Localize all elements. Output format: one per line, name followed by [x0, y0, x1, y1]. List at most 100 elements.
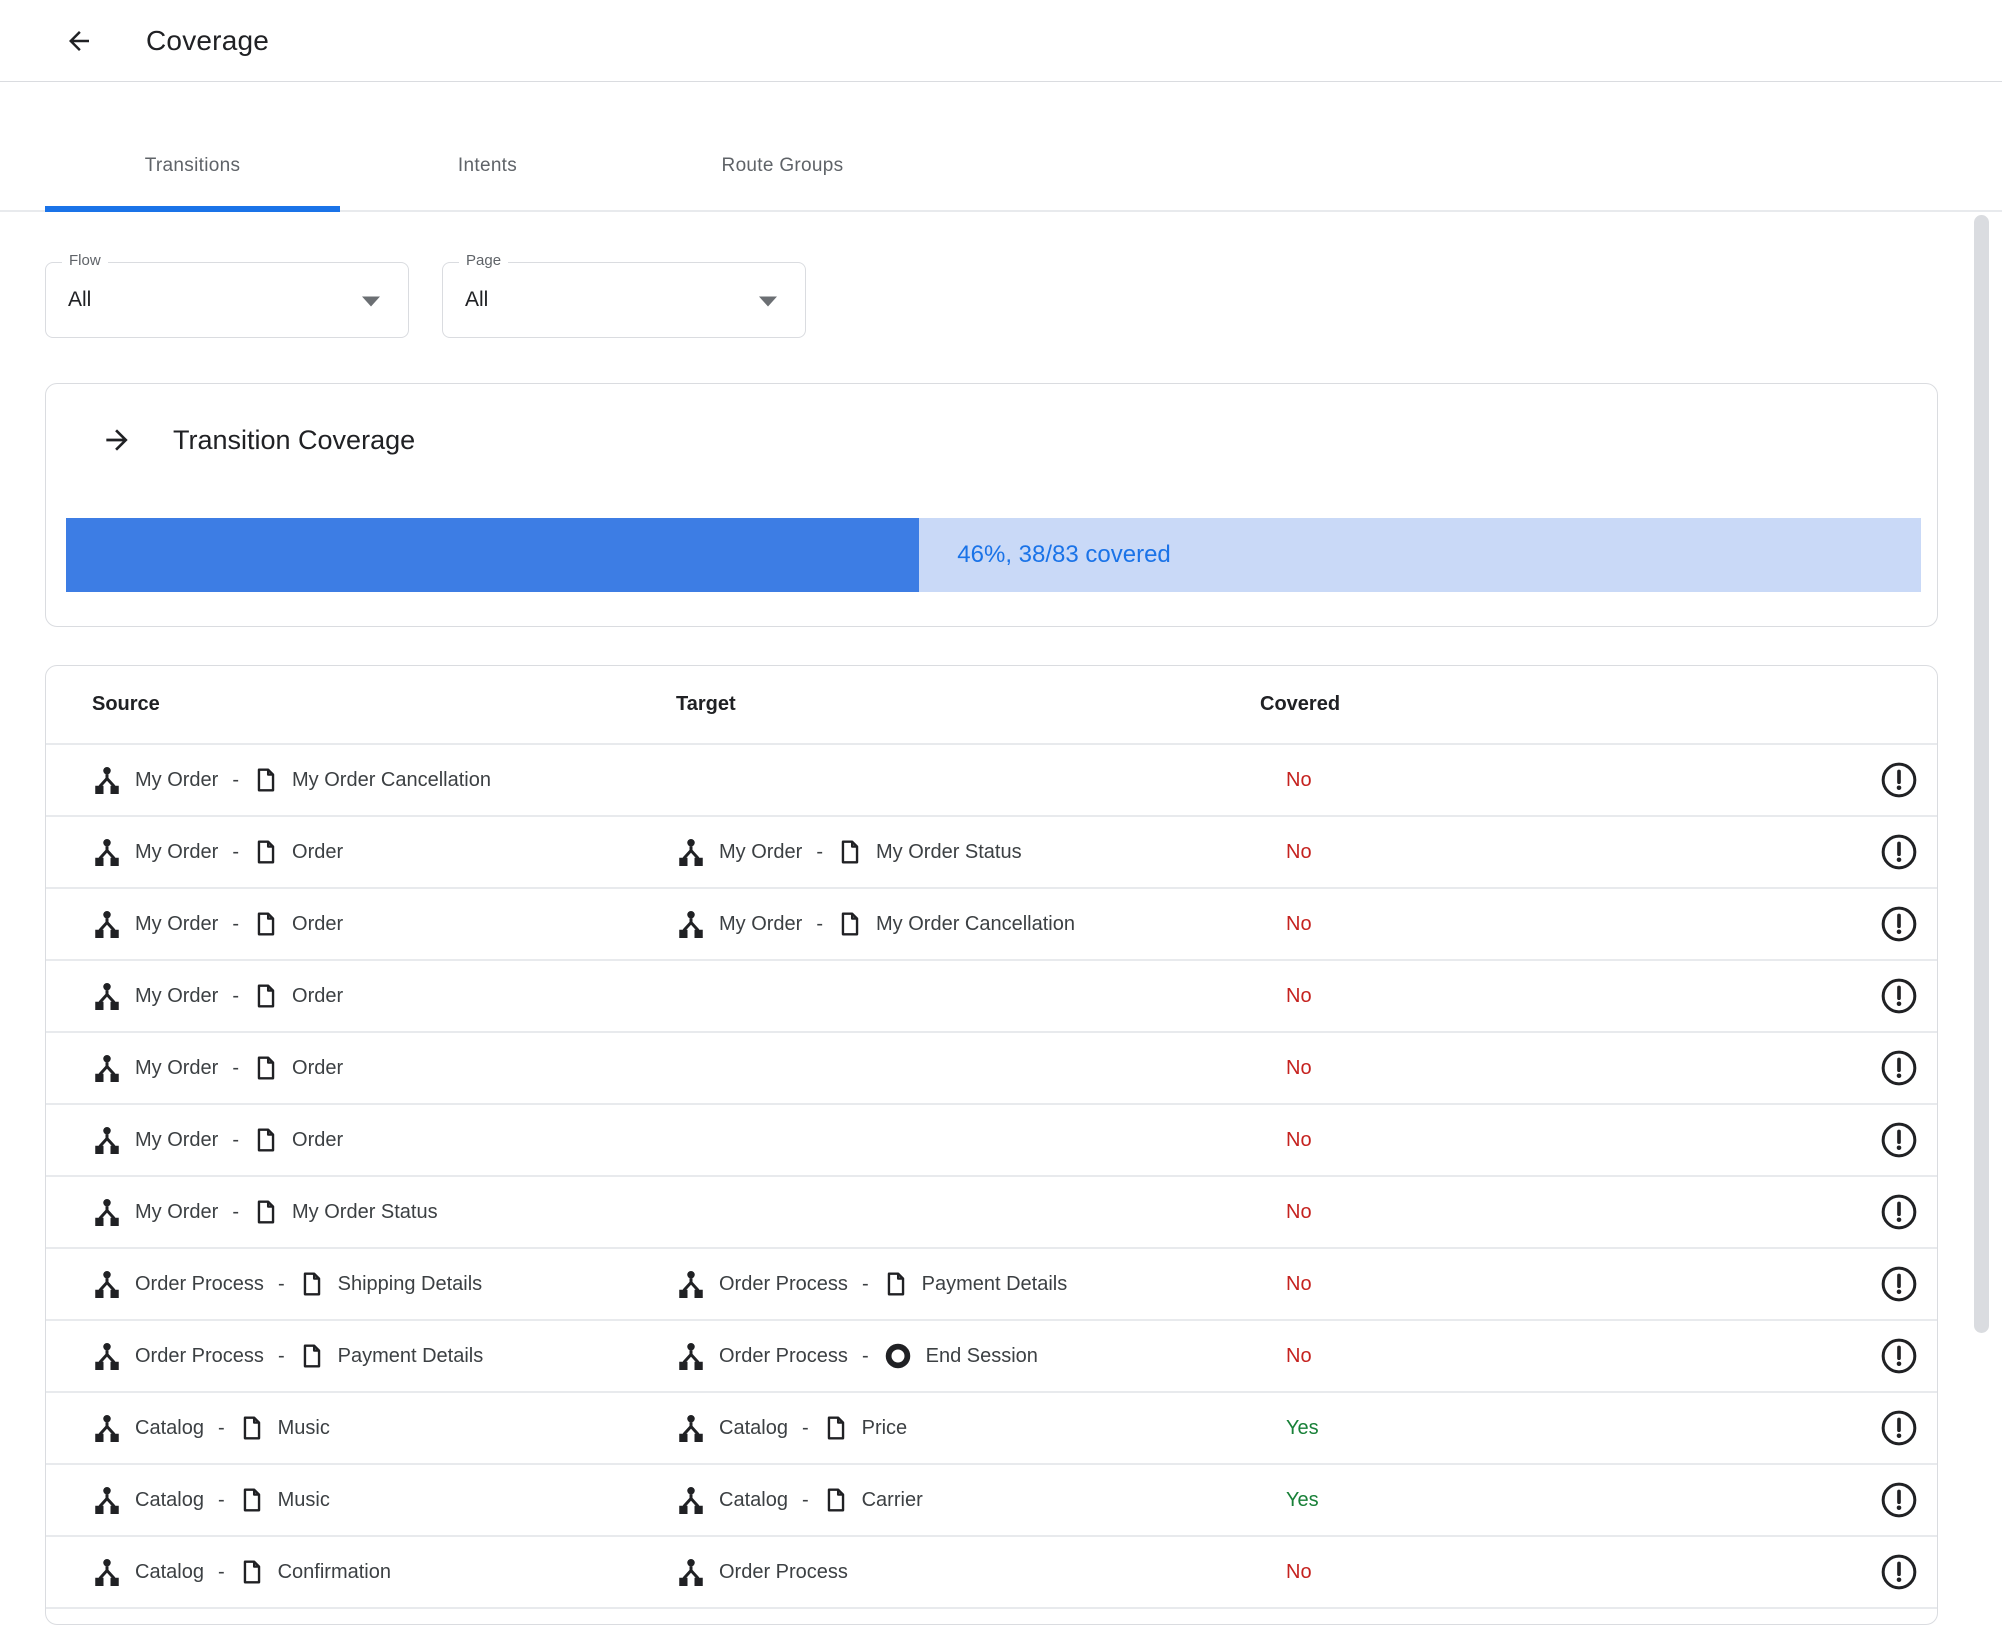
flow-name: My Order [719, 840, 803, 863]
covered-value: No [1286, 768, 1312, 791]
page-name: Music [277, 1416, 330, 1439]
page-name: Carrier [861, 1488, 923, 1511]
covered-value: No [1286, 840, 1312, 863]
flow-name: My Order [135, 912, 219, 935]
caret-down-icon [362, 296, 380, 307]
separator: - [277, 1272, 285, 1295]
flow-icon [92, 837, 122, 867]
flow-name: Catalog [719, 1488, 788, 1511]
flow-icon [92, 1341, 122, 1371]
separator: - [861, 1272, 869, 1295]
separator: - [861, 1344, 869, 1367]
page-icon [299, 1269, 325, 1299]
flow-icon [676, 1341, 706, 1371]
covered-value: No [1286, 912, 1312, 935]
end-session-icon [883, 1341, 913, 1371]
page-name: My Order Status [292, 1200, 438, 1223]
column-header-source: Source [92, 693, 160, 715]
source-cell: Catalog - Music [92, 1485, 676, 1515]
alert-circle-icon[interactable] [1880, 1337, 1918, 1375]
covered-value: No [1286, 1056, 1312, 1079]
target-cell: My Order - My Order Cancellation [676, 909, 1260, 939]
alert-circle-icon[interactable] [1880, 833, 1918, 871]
table-row: Catalog - Music Catalog - Price Yes [46, 1393, 1937, 1465]
page-icon [253, 1125, 279, 1155]
page-icon [253, 1053, 279, 1083]
alert-circle-icon[interactable] [1880, 1121, 1918, 1159]
flow-name: Catalog [135, 1560, 204, 1583]
separator: - [816, 840, 824, 863]
source-cell: Order Process - Payment Details [92, 1341, 676, 1371]
separator: - [801, 1416, 809, 1439]
table-row: Order Process - Shipping Details Order Proc… [46, 1249, 1937, 1321]
source-cell: My Order - My Order Cancellation [92, 765, 676, 795]
flow-icon [92, 1269, 122, 1299]
flow-filter-select[interactable]: Flow All [45, 252, 409, 338]
table-row: My Order - Order No [46, 961, 1937, 1033]
table-row: My Order - Order No [46, 1105, 1937, 1177]
source-cell: My Order - Order [92, 1053, 676, 1083]
column-header-target: Target [676, 693, 736, 715]
alert-circle-icon[interactable] [1880, 977, 1918, 1015]
page-name: My Order Cancellation [292, 768, 491, 791]
source-cell: Order Process - Shipping Details [92, 1269, 676, 1299]
flow-icon [92, 1197, 122, 1227]
separator: - [232, 984, 240, 1007]
flow-icon [676, 1269, 706, 1299]
flow-name: Order Process [135, 1272, 264, 1295]
alert-circle-icon[interactable] [1880, 905, 1918, 943]
target-cell: My Order - My Order Status [676, 837, 1260, 867]
source-cell: Catalog - Music [92, 1413, 676, 1443]
transition-coverage-card: Transition Coverage 46%, 38/83 covered [45, 383, 1938, 627]
flow-name: Order Process [135, 1344, 264, 1367]
separator: - [801, 1488, 809, 1511]
separator: - [232, 912, 240, 935]
page-name: My Order Cancellation [876, 912, 1075, 935]
page-filter-select[interactable]: Page All [442, 252, 806, 338]
tab-route-groups[interactable]: Route Groups [635, 82, 930, 210]
alert-circle-icon[interactable] [1880, 1409, 1918, 1447]
page-name: Payment Details [921, 1272, 1068, 1295]
tab-intents[interactable]: Intents [340, 82, 635, 210]
flow-name: Order Process [719, 1344, 848, 1367]
flow-name: My Order [135, 768, 219, 791]
flow-name: My Order [135, 1200, 219, 1223]
tab-transitions[interactable]: Transitions [45, 82, 340, 212]
flow-name: My Order [135, 840, 219, 863]
flow-icon [676, 1557, 706, 1587]
coverage-progress-fill [66, 518, 920, 592]
covered-value: Yes [1286, 1488, 1319, 1511]
table-row: Order Process - Payment Details Order Proce… [46, 1321, 1937, 1393]
separator: - [277, 1344, 285, 1367]
flow-name: My Order [135, 1128, 219, 1151]
flow-icon [676, 1413, 706, 1443]
page-name: My Order Status [876, 840, 1022, 863]
coverage-progress-label: 46%, 38/83 covered [957, 541, 1171, 568]
alert-circle-icon[interactable] [1880, 1049, 1918, 1087]
column-header-covered: Covered [1260, 693, 1341, 715]
covered-value: No [1286, 1200, 1312, 1223]
back-button[interactable] [57, 19, 101, 63]
alert-circle-icon[interactable] [1880, 761, 1918, 799]
page-filter-value: All [465, 288, 489, 311]
page-name: Order [292, 984, 344, 1007]
page-icon [883, 1269, 909, 1299]
target-cell: Catalog - Price [676, 1413, 1260, 1443]
transitions-table: Source Target Covered My Order - My Order … [45, 665, 1938, 1625]
separator: - [217, 1416, 225, 1439]
alert-circle-icon[interactable] [1880, 1481, 1918, 1519]
page-name: Order [292, 1056, 344, 1079]
source-cell: My Order - Order [92, 1125, 676, 1155]
flow-icon [92, 1125, 122, 1155]
flow-name: Catalog [135, 1416, 204, 1439]
alert-circle-icon[interactable] [1880, 1193, 1918, 1231]
vertical-scrollbar-thumb[interactable] [1974, 215, 1989, 1333]
alert-circle-icon[interactable] [1880, 1553, 1918, 1591]
source-cell: My Order - Order [92, 909, 676, 939]
alert-circle-icon[interactable] [1880, 1265, 1918, 1303]
separator: - [232, 1200, 240, 1223]
flow-name: Catalog [719, 1416, 788, 1439]
table-row: Catalog - Confirmation Order Process No [46, 1537, 1937, 1609]
target-cell: Order Process - Payment Details [676, 1269, 1260, 1299]
page-name: Payment Details [337, 1344, 484, 1367]
